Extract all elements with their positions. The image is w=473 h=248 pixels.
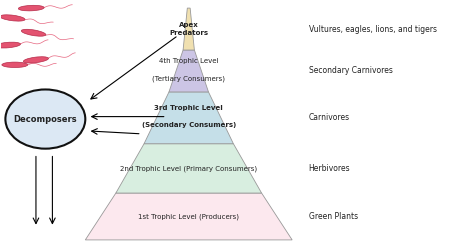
Text: Herbivores: Herbivores [308,164,350,173]
Ellipse shape [2,62,28,67]
Text: Green Plants: Green Plants [308,212,358,221]
Polygon shape [183,8,194,50]
Text: 1st Trophic Level (Producers): 1st Trophic Level (Producers) [138,213,239,220]
Ellipse shape [21,29,46,36]
Text: 4th Trophic Level: 4th Trophic Level [159,58,219,64]
Text: (Secondary Consumers): (Secondary Consumers) [141,122,236,128]
Text: (Tertiary Consumers): (Tertiary Consumers) [152,75,225,82]
Text: Decomposers: Decomposers [14,115,77,124]
Ellipse shape [23,57,49,63]
Polygon shape [116,144,262,193]
Text: 3rd Trophic Level: 3rd Trophic Level [154,105,223,111]
Text: Vultures, eagles, lions, and tigers: Vultures, eagles, lions, and tigers [308,25,437,33]
Text: Secondary Carnivores: Secondary Carnivores [308,66,393,75]
Ellipse shape [0,15,25,21]
Ellipse shape [5,90,85,149]
Polygon shape [85,193,292,240]
Ellipse shape [0,42,20,48]
Ellipse shape [18,5,44,11]
Text: 2nd Trophic Level (Primary Consumers): 2nd Trophic Level (Primary Consumers) [120,165,257,172]
Text: Carnivores: Carnivores [308,113,350,122]
Polygon shape [169,50,209,92]
Text: Apex
Predators: Apex Predators [169,22,208,36]
Polygon shape [144,92,233,144]
